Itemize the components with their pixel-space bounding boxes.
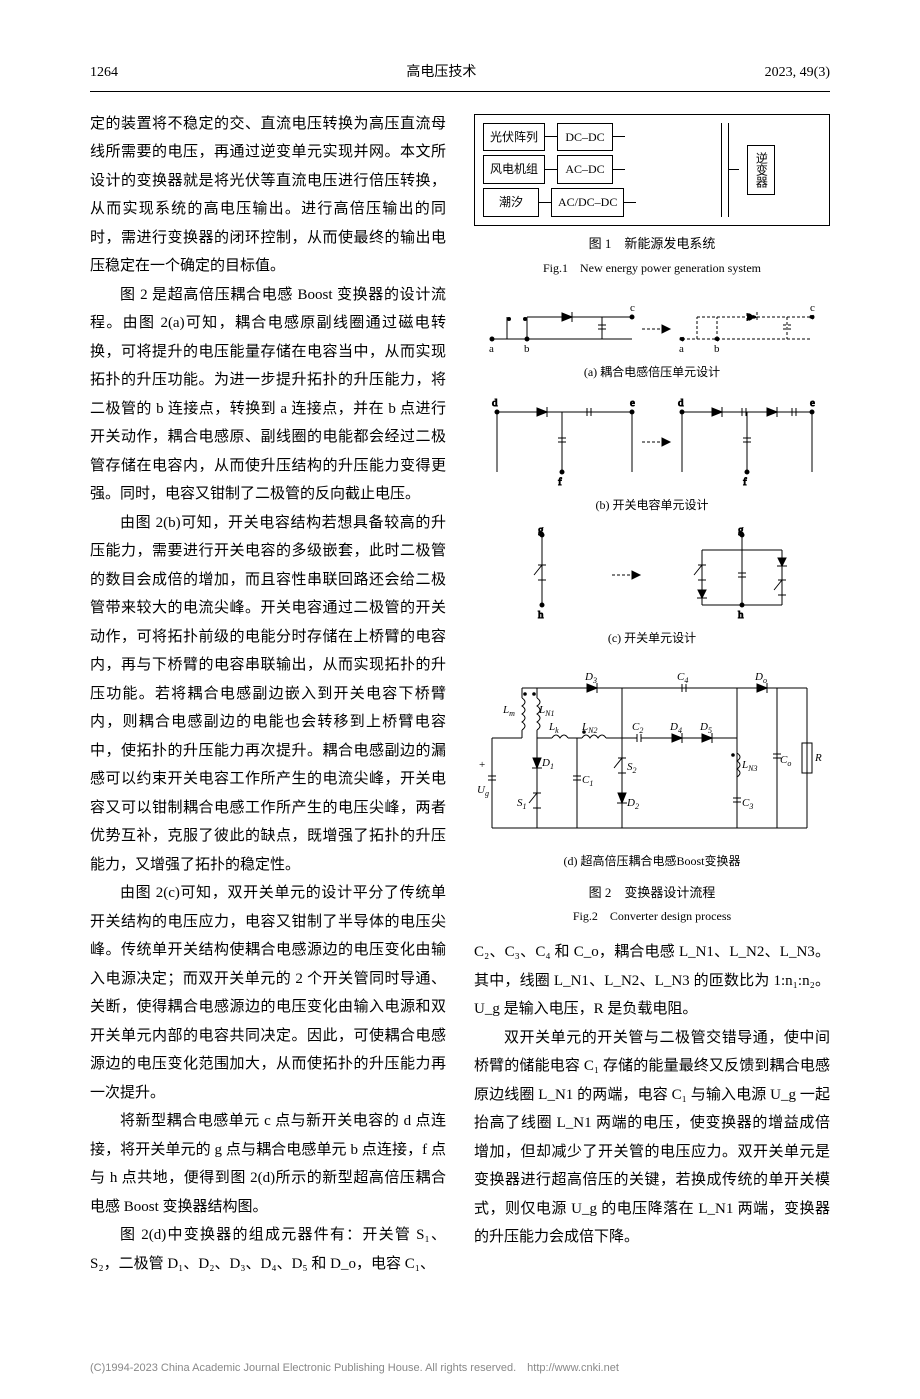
fig2d-svg: + [477,658,827,848]
para-4: 由图 2(c)可知，双开关单元的设计平分了传统单开关结构的电压应力，电容又钳制了… [90,879,446,1107]
svg-text:g: g [538,525,544,536]
svg-text:c: c [630,302,635,314]
page-number: 1264 [90,60,118,87]
fig2b-svg: d e f d e [482,392,822,492]
svg-text:Co: Co [780,754,791,768]
svg-text:d: d [678,397,684,409]
fig2-caption-en: Fig.2 Converter design process [474,905,830,928]
svg-text:Ug: Ug [477,784,489,798]
svg-text:D2: D2 [626,797,639,811]
svg-text:e: e [810,397,815,409]
svg-text:D3: D3 [584,671,597,685]
fig1-box-pv: 光伏阵列 [483,123,545,152]
right-para-1: C₂、C₃、C₄ 和 C_o，耦合电感 L_N1、L_N2、L_N3。其中，线圈… [474,938,830,1024]
svg-text:g: g [738,525,744,536]
svg-text:h: h [738,609,744,621]
svg-text:b: b [524,343,530,355]
svg-text:Lm: Lm [502,704,515,718]
page-footer: (C)1994-2023 China Academic Journal Elec… [0,1358,920,1399]
svg-text:b: b [714,343,720,355]
fig1-box-dcdc: DC–DC [557,123,613,152]
svg-text:C3: C3 [742,797,753,811]
para-5: 将新型耦合电感单元 c 点与新开关电容的 d 点连接，将开关单元的 g 点与耦合… [90,1107,446,1221]
fig1-caption-cn: 图 1 新能源发电系统 [474,232,830,257]
svg-text:LN1: LN1 [538,704,554,718]
fig2c-svg: g h [482,525,822,625]
svg-text:c: c [810,302,815,314]
svg-text:d: d [492,397,498,409]
para-3: 由图 2(b)可知，开关电容结构若想具备较高的升压能力，需要进行开关电容的多级嵌… [90,509,446,880]
fig2-caption-cn: 图 2 变换器设计流程 [474,881,830,906]
svg-text:S2: S2 [627,761,637,775]
fig2d-caption: (d) 超高倍压耦合电感Boost变换器 [474,850,830,873]
svg-text:R: R [814,752,822,764]
fig1-caption-en: Fig.1 New energy power generation system [474,257,830,280]
fig1-box-acdcdc: AC/DC–DC [551,188,624,217]
para-1: 定的装置将不稳定的交、直流电压转换为高压直流母线所需要的电压，再通过逆变单元实现… [90,110,446,281]
svg-text:a: a [489,343,494,355]
fig2c-caption: (c) 开关单元设计 [474,627,830,650]
fig2a-caption: (a) 耦合电感倍压单元设计 [474,361,830,384]
svg-text:f: f [558,476,562,488]
svg-text:S1: S1 [517,797,527,811]
fig1-diagram: 光伏阵列 DC–DC 风电机组 AC–DC 潮汐 [474,114,830,226]
svg-text:C4: C4 [677,671,688,685]
fig1-box-tidal: 潮汐 [483,188,539,217]
fig1-box-wind: 风电机组 [483,155,545,184]
svg-text:e: e [630,397,635,409]
issue: 2023, 49(3) [765,60,830,87]
fig1-box-inverter: 逆变器 [747,145,776,195]
fig1-box-acdc: AC–DC [557,155,613,184]
para-2: 图 2 是超高倍压耦合电感 Boost 变换器的设计流程。由图 2(a)可知，耦… [90,281,446,509]
page-header: 1264 高电压技术 2023, 49(3) [90,60,830,92]
svg-text:C1: C1 [582,774,593,788]
svg-text:Lk: Lk [548,721,559,735]
svg-text:a: a [679,343,684,355]
fig2a-svg: a b c a b c [482,289,822,359]
svg-text:+: + [479,759,485,771]
right-column: 光伏阵列 DC–DC 风电机组 AC–DC 潮汐 [474,110,830,1279]
journal-title: 高电压技术 [406,60,476,87]
svg-text:f: f [743,476,747,488]
svg-text:D5: D5 [699,721,712,735]
svg-text:D1: D1 [541,757,554,771]
fig2b-caption: (b) 开关电容单元设计 [474,494,830,517]
svg-text:Do: Do [754,671,767,685]
svg-text:D4: D4 [669,721,682,735]
svg-text:LN3: LN3 [741,759,757,773]
svg-text:LN2: LN2 [581,721,597,735]
para-6: 图 2(d)中变换器的组成元器件有：开关管 S₁、S₂，二极管 D₁、D₂、D₃… [90,1221,446,1278]
svg-text:h: h [538,609,544,621]
right-para-2: 双开关单元的开关管与二极管交错导通，使中间桥臂的储能电容 C₁ 存储的能量最终又… [474,1024,830,1252]
left-column: 定的装置将不稳定的交、直流电压转换为高压直流母线所需要的电压，再通过逆变单元实现… [90,110,446,1279]
svg-text:C2: C2 [632,721,643,735]
